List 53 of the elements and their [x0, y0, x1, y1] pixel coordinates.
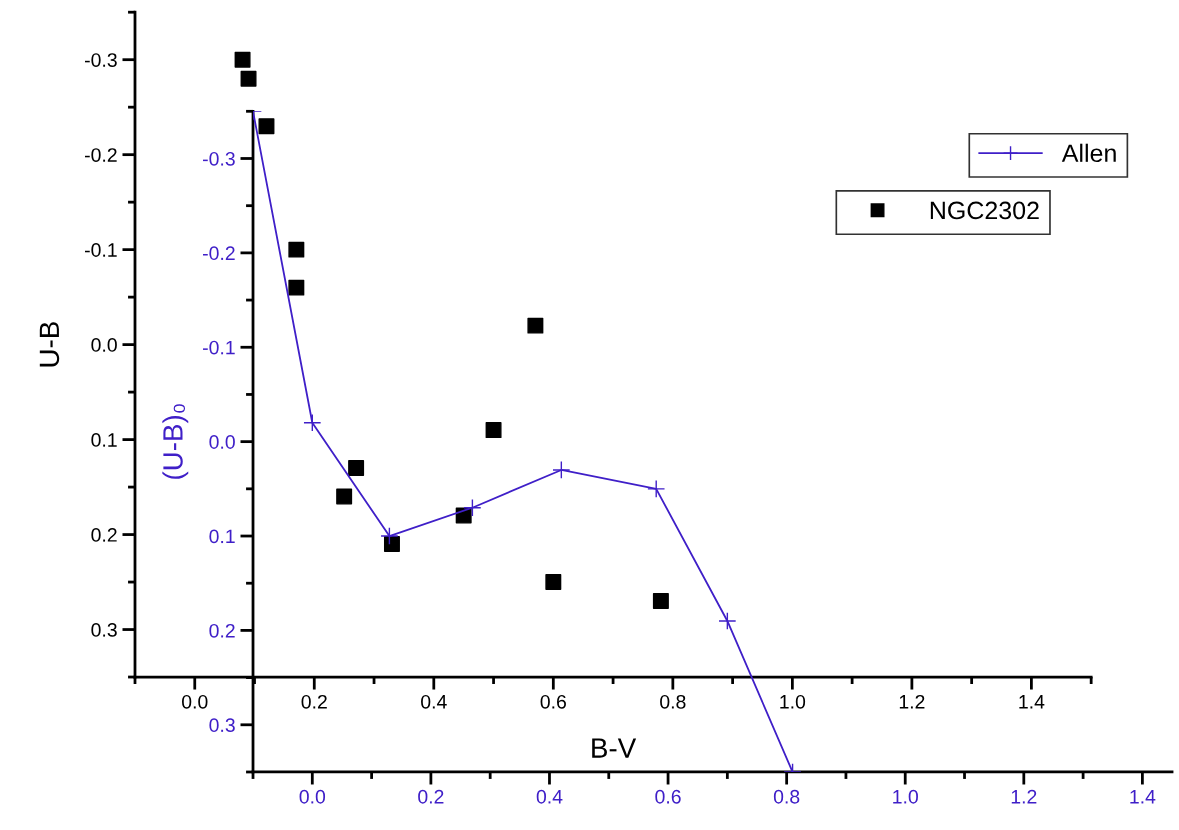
- y-tick-label: -0.1: [203, 340, 235, 355]
- point: [288, 279, 305, 296]
- legend-label: NGC2302: [930, 201, 1039, 220]
- y-tick-label: 0.1: [209, 529, 235, 544]
- point: [647, 479, 666, 498]
- point: [652, 593, 669, 610]
- x-tick-label: 0.2: [301, 694, 327, 709]
- x-tick-label: 0.6: [655, 789, 681, 804]
- x-tick-label: 1.0: [780, 694, 806, 709]
- y-tick-label: 0.2: [91, 528, 117, 542]
- point: [288, 241, 305, 258]
- y-tick-label: 0.0: [91, 338, 117, 352]
- point: [527, 317, 544, 334]
- point: [552, 460, 571, 479]
- point: [258, 118, 275, 135]
- y-tick-label: -0.3: [203, 151, 235, 166]
- x-tick-label: 1.4: [1130, 790, 1156, 804]
- point: [240, 70, 257, 87]
- x-tick-label: 1.4: [1019, 695, 1045, 709]
- point: [380, 526, 399, 546]
- x-tick-label: 0.0: [182, 694, 208, 709]
- point: [718, 611, 737, 630]
- y-tick-label: -0.2: [203, 246, 235, 261]
- x-tick-label: 0.6: [540, 694, 566, 709]
- x-tick-label: 1.2: [899, 694, 925, 709]
- legend-label: Allen: [1061, 143, 1116, 163]
- x-tick-label: 0.0: [299, 789, 326, 804]
- x-tick-label: 0.8: [773, 789, 800, 804]
- point: [348, 460, 365, 477]
- y-tick-label: 0.1: [91, 433, 117, 447]
- y-tick-label: 0.0: [209, 435, 235, 449]
- y-tick-label: 0.3: [209, 718, 235, 733]
- y-axis-title: (U-B)₀: [162, 404, 189, 479]
- x-tick-label: 1.2: [1011, 789, 1037, 804]
- y-tick-label: -0.1: [85, 243, 117, 257]
- point: [336, 488, 353, 505]
- point: [383, 536, 400, 553]
- y-tick-label: -0.3: [85, 53, 117, 67]
- point: [545, 574, 562, 591]
- x-tick-label: 0.2: [418, 789, 444, 804]
- x-tick-label: 0.8: [660, 694, 686, 709]
- y-tick-label: 0.3: [91, 623, 117, 637]
- point: [485, 422, 502, 439]
- y-tick-label: -0.2: [85, 148, 117, 162]
- y-tick-label: 0.2: [209, 623, 235, 638]
- x-axis-title: B-V: [592, 738, 637, 758]
- point: [303, 413, 322, 432]
- point: [234, 51, 251, 68]
- x-tick-label: 0.4: [536, 789, 563, 804]
- point: [463, 498, 482, 517]
- x-tick-label: 1.0: [893, 789, 918, 804]
- x-tick-label: 0.4: [421, 694, 447, 709]
- y-axis-title: U-B: [39, 322, 60, 367]
